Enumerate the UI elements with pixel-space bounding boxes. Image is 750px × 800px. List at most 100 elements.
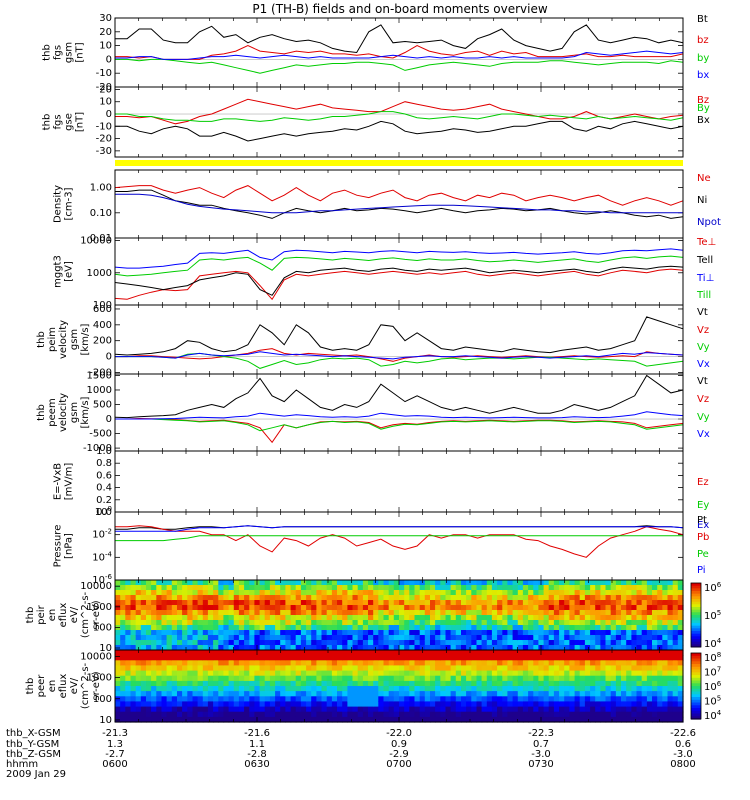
panel-frame: [114, 304, 684, 375]
spectrogram-cell: [522, 620, 529, 626]
spectrogram-cell: [486, 620, 493, 626]
spectrogram-cell: [295, 706, 302, 713]
spectrogram-cell: [662, 580, 669, 586]
spectrogram-cell: [207, 680, 214, 687]
spectrogram-cell: [311, 665, 317, 672]
ytick-label: -20: [96, 134, 112, 145]
spectrogram-cell: [135, 701, 142, 708]
spectrogram-cell: [259, 716, 266, 723]
spectrogram-cell: [512, 686, 519, 692]
spectrogram-cell: [569, 655, 576, 661]
spectrogram-cell: [579, 686, 586, 692]
spectrogram-cell: [280, 610, 286, 616]
spectrogram-cell: [161, 650, 168, 656]
spectrogram-cell: [559, 620, 565, 626]
spectrogram-cell: [461, 625, 467, 631]
ylabel-line: eV/: [69, 677, 80, 694]
spectrogram-cell: [481, 696, 488, 702]
spectrogram-cell: [450, 640, 457, 646]
spectrogram-cell: [151, 650, 157, 656]
spectrogram-cell: [657, 696, 663, 702]
spectrogram-cell: [368, 640, 374, 646]
spectrogram-cell: [218, 716, 225, 723]
legend-label: Vy: [697, 342, 710, 353]
colorbar-segment: [691, 683, 701, 687]
spectrogram-cell: [275, 625, 281, 631]
spectrogram-cell: [321, 691, 328, 697]
spectrogram-cell: [548, 675, 555, 682]
spectrogram-cell: [254, 615, 261, 621]
spectrogram-cell: [450, 595, 457, 601]
spectrogram-cell: [306, 630, 312, 636]
spectrogram-cell: [171, 615, 178, 621]
spectrogram-cell: [641, 620, 648, 626]
spectrogram-cell: [528, 655, 534, 661]
panel-frame: [114, 450, 684, 513]
spectrogram-cell: [419, 590, 426, 596]
spectrogram-cell: [646, 635, 653, 641]
spectrogram-cell: [476, 660, 483, 666]
spectrogram-cell: [244, 716, 250, 723]
spectrogram-cell: [652, 680, 658, 687]
spectrogram-cell: [337, 610, 343, 616]
spectrogram-cell: [476, 686, 483, 692]
spectrogram-cell: [238, 691, 245, 697]
spectrogram-cell: [564, 610, 570, 616]
spectrogram-cell: [595, 660, 601, 666]
spectrogram-cell: [290, 640, 297, 646]
spectrogram-cell: [316, 650, 323, 656]
spectrogram-cell: [574, 610, 581, 616]
spectrogram-cell: [481, 670, 488, 677]
spectrogram-cell: [610, 665, 617, 672]
spectrogram-cell: [197, 691, 204, 697]
spectrogram-cell: [228, 706, 235, 713]
spectrogram-cell: [548, 680, 555, 687]
spectrogram-cell: [652, 696, 658, 702]
spectrogram-cell: [595, 610, 601, 616]
spectrogram-cell: [249, 701, 256, 708]
spectrogram-cell: [300, 655, 307, 661]
spectrogram-cell: [368, 650, 374, 656]
spectrogram-cell: [404, 645, 410, 651]
spectrogram-cell: [497, 686, 503, 692]
spectrogram-cell: [295, 696, 302, 702]
spectrogram-cell: [249, 580, 256, 586]
spectrogram-cell: [595, 650, 601, 656]
ylabel-line: (cm^2-s-: [80, 591, 91, 638]
spectrogram-cell: [264, 655, 271, 661]
spectrogram-cell: [430, 610, 436, 616]
spectrogram-cell: [414, 665, 421, 672]
spectrogram-cell: [677, 660, 684, 666]
spectrogram-cell: [621, 696, 627, 702]
spectrogram-cell: [502, 635, 509, 641]
spectrogram-cell: [182, 595, 188, 601]
spectrogram-cell: [667, 696, 674, 702]
colorbar-segment: [691, 599, 701, 603]
spectrogram-cell: [228, 701, 235, 708]
spectrogram-cell: [146, 590, 152, 596]
spectrogram-cell: [626, 625, 632, 631]
spectrogram-cell: [419, 625, 426, 631]
spectrogram-cell: [306, 691, 312, 697]
spectrogram-cell: [290, 610, 297, 616]
spectrogram-cell: [233, 615, 240, 621]
spectrogram-cell: [383, 605, 390, 611]
colorbar-segment: [691, 585, 701, 589]
spectrogram-cell: [295, 630, 302, 636]
spectrogram-cell: [166, 620, 173, 626]
spectrogram-cell: [404, 650, 410, 656]
spectrogram-cell: [285, 635, 292, 641]
spectrogram-cell: [295, 600, 302, 606]
spectrogram-cell: [368, 660, 374, 666]
spectrogram-cell: [202, 630, 209, 636]
spectrogram-cell: [543, 706, 550, 713]
spectrogram-cell: [368, 655, 374, 661]
spectrogram-cell: [368, 585, 374, 591]
spectrogram-cell: [414, 696, 421, 702]
spectrogram-cell: [677, 590, 684, 596]
spectrogram-cell: [626, 590, 632, 596]
spectrogram-cell: [497, 610, 503, 616]
spectrogram-cell: [461, 680, 467, 687]
spectrogram-cell: [357, 600, 364, 606]
spectrogram-cell: [404, 655, 410, 661]
